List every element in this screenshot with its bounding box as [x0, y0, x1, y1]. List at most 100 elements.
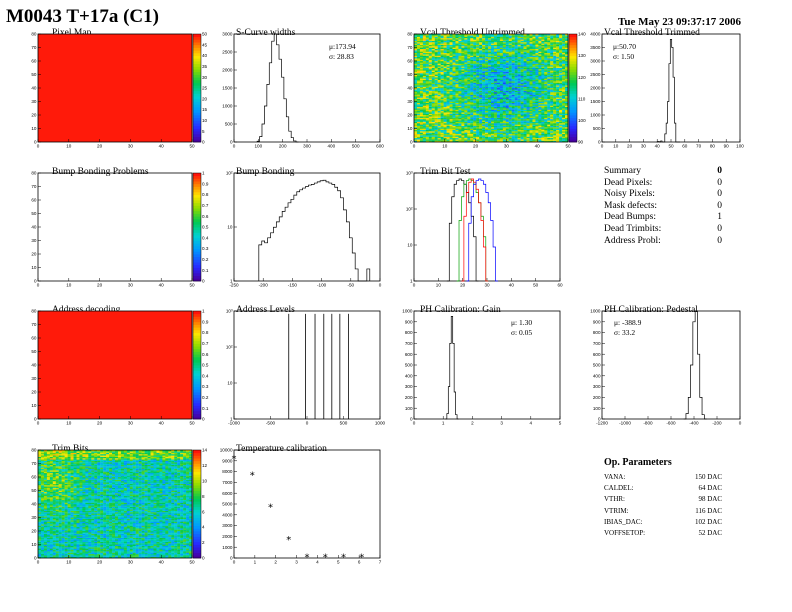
heatmap-cell — [482, 123, 486, 125]
heatmap-cell — [449, 120, 453, 122]
heatmap-cell — [562, 38, 566, 40]
heatmap-cell — [565, 120, 569, 122]
heatmap-cell — [452, 46, 456, 48]
heatmap-cell — [461, 102, 465, 105]
heatmap-cell — [538, 47, 542, 49]
heatmap-cell — [565, 51, 569, 54]
x-tick-label: 100 — [254, 144, 262, 149]
heatmap-cell — [440, 90, 444, 93]
heatmap-cell — [556, 79, 560, 82]
heatmap-cell — [425, 43, 429, 45]
heatmap-cell — [520, 61, 524, 63]
heatmap-cell — [544, 83, 548, 86]
heatmap-cell — [565, 137, 569, 140]
heatmap-cell — [553, 85, 557, 87]
heatmap-cell — [535, 73, 539, 75]
heatmap-cell — [532, 136, 536, 139]
palette-cell — [569, 85, 577, 89]
heatmap-cell — [461, 135, 465, 137]
heatmap-cell — [517, 61, 521, 63]
heatmap-cell — [64, 556, 68, 559]
heatmap-cell — [414, 89, 418, 91]
heatmap-cell — [559, 44, 563, 47]
heatmap-cell — [547, 66, 551, 68]
heatmap-cell — [422, 102, 426, 105]
heatmap-cell — [556, 112, 560, 114]
heatmap-cell — [523, 116, 527, 118]
heatmap-cell — [440, 39, 444, 41]
heatmap-cell — [508, 106, 512, 109]
heatmap-cell — [452, 83, 456, 86]
heatmap-cell — [493, 79, 498, 82]
heatmap-cell — [422, 42, 426, 44]
heatmap-cell — [414, 81, 418, 83]
heatmap-cell — [541, 115, 545, 117]
heatmap-cell — [485, 115, 489, 117]
heatmap-cell — [499, 48, 503, 51]
heatmap-cell — [479, 82, 483, 85]
heatmap-cell — [493, 116, 498, 118]
heatmap-cell — [434, 67, 438, 70]
heatmap-cell — [529, 83, 533, 86]
heatmap-cell — [485, 75, 489, 78]
heatmap-cell — [449, 39, 453, 41]
heatmap-cell — [171, 556, 175, 559]
heatmap-cell — [496, 96, 501, 98]
heatmap-cell — [491, 50, 495, 52]
heatmap-cell — [511, 96, 515, 98]
heatmap-cell — [541, 129, 545, 132]
palette-cell — [569, 77, 577, 81]
heatmap-cell — [479, 117, 483, 120]
heatmap-cell — [467, 74, 471, 76]
heatmap-cell — [467, 42, 471, 44]
heatmap-cell — [520, 127, 524, 129]
heatmap-cell — [425, 112, 429, 114]
heatmap-cell — [544, 78, 548, 81]
heatmap-cell — [556, 93, 560, 95]
heatmap-cell — [455, 105, 459, 108]
heatmap-cell — [422, 110, 426, 113]
heatmap-cell — [559, 75, 563, 78]
heatmap-cell — [446, 71, 450, 74]
heatmap-cell — [532, 96, 536, 98]
heatmap-cell — [414, 93, 418, 95]
heatmap-cell — [452, 48, 456, 51]
heatmap-cell — [529, 109, 533, 112]
heatmap-cell — [458, 81, 462, 83]
heatmap-cell — [520, 63, 524, 66]
heatmap-cell — [473, 67, 477, 70]
heatmap-cell — [482, 69, 486, 71]
heatmap-cell — [476, 65, 480, 67]
heatmap-cell — [547, 127, 551, 129]
heatmap-cell — [437, 129, 441, 132]
heatmap-cell — [544, 128, 548, 130]
heatmap-cell — [511, 66, 515, 68]
heatmap-cell — [535, 65, 539, 67]
heatmap-cell — [520, 48, 524, 51]
heatmap-cell — [499, 92, 503, 94]
heatmap-cell — [428, 110, 432, 113]
heatmap-cell — [109, 556, 113, 559]
heatmap-cell — [428, 71, 432, 74]
heatmap-cell — [496, 109, 501, 112]
heatmap-cell — [449, 88, 453, 90]
heatmap-cell — [559, 110, 563, 113]
heatmap-cell — [452, 131, 456, 133]
x-tick-label: 500 — [340, 421, 348, 426]
heatmap-cell — [544, 104, 548, 106]
heatmap-cell — [446, 97, 450, 99]
heatmap-cell — [514, 66, 518, 68]
heatmap-cell — [499, 34, 503, 36]
heatmap-cell — [425, 127, 429, 129]
heatmap-cell — [479, 139, 483, 141]
heatmap-cell — [514, 105, 518, 108]
heatmap-cell — [473, 125, 477, 128]
heatmap-cell — [508, 61, 512, 63]
heatmap-cell — [473, 90, 477, 93]
heatmap-cell — [526, 67, 530, 70]
heatmap-cell — [103, 556, 107, 559]
heatmap-cell — [440, 98, 444, 101]
heatmap-cell — [535, 116, 539, 118]
heatmap-cell — [547, 119, 551, 121]
heatmap-cell — [452, 75, 456, 78]
